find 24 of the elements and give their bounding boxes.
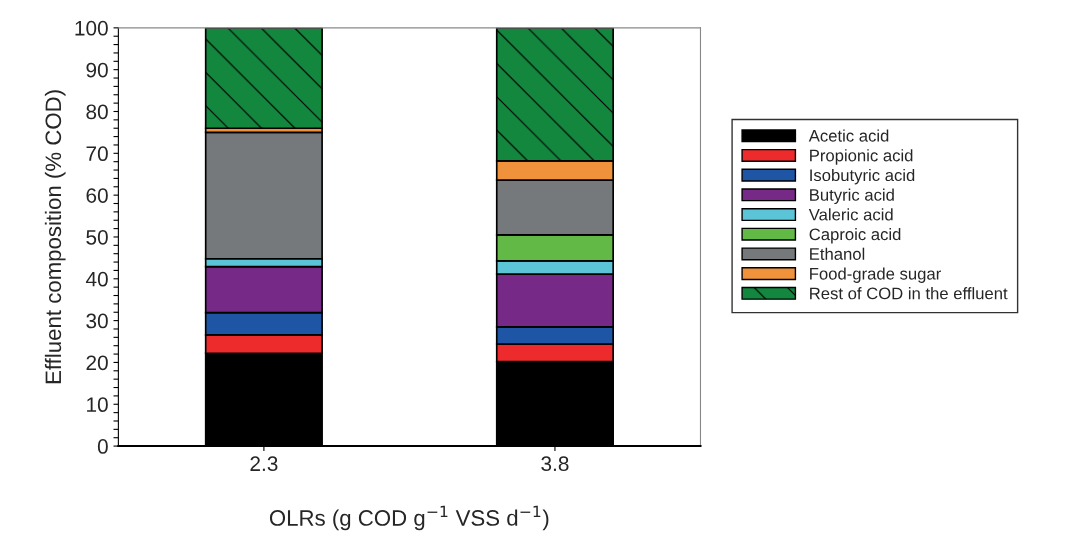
legend-label: Isobutyric acid [810,168,915,185]
legend-label: Food-grade sugar [810,267,941,283]
y-tick-label: 60 [86,188,108,203]
y-tick-label: 10 [87,397,108,413]
y-tick-label: 0 [97,439,108,454]
y-tick-label: 90 [86,62,108,78]
x-tick-label: 3.8 [541,456,569,472]
y-tick-label: 40 [85,271,108,287]
legend-label: Ethanol [810,247,865,260]
y-axis-title: Effluent composition (% COD) [44,90,66,384]
x-tick-label: 2.3 [250,456,278,472]
y-tick-label: 30 [86,313,108,329]
legend-label: Caproic acid [809,227,901,244]
legend-label: Valeric acid [808,208,893,221]
legend-label: Propionic acid [810,149,913,165]
y-tick-label: 100 [75,20,108,36]
legend-label: Butyric acid [810,188,894,205]
legend-label: Acetic acid [808,129,889,142]
legend-label: Rest of COD in the effluent [810,287,1008,300]
y-tick-label: 20 [86,355,108,371]
y-tick-label: 70 [86,146,108,162]
x-axis-title: OLRs (g COD g$^{−1}$ VSS d$^{−1}$) [269,505,549,531]
y-tick-label: 50 [86,229,108,245]
y-tick-label: 80 [86,104,108,120]
